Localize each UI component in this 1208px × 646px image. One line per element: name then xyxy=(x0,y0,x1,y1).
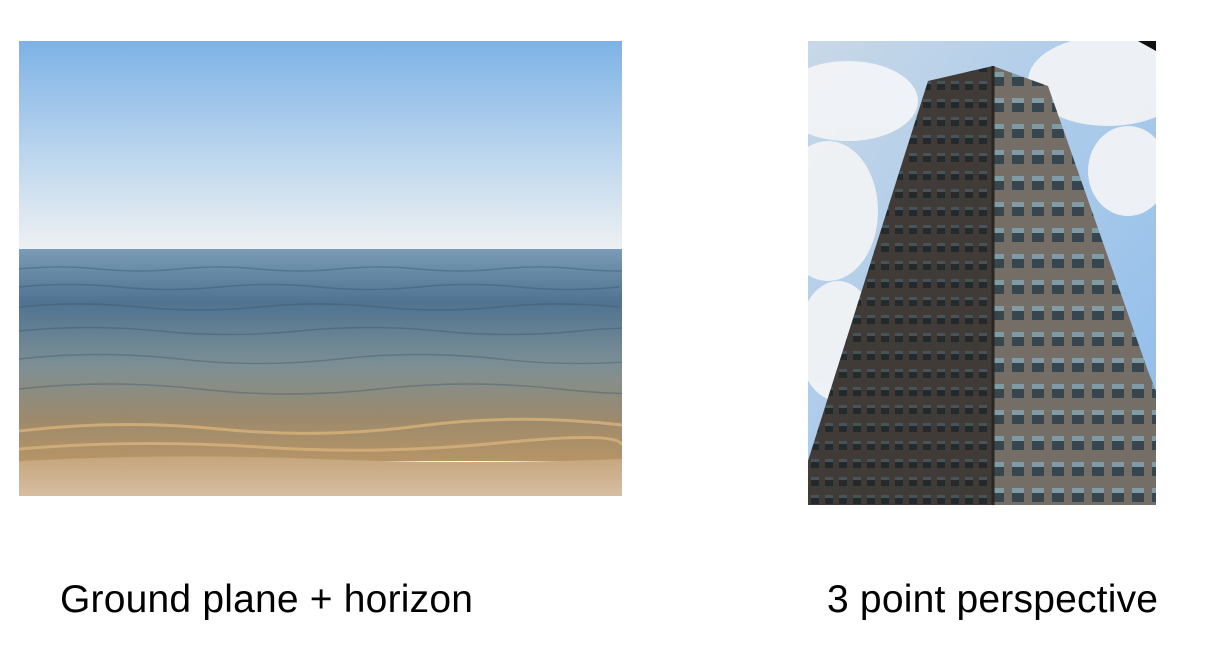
sand xyxy=(19,456,622,496)
caption-3-point-perspective: 3 point perspective xyxy=(827,578,1159,621)
building-left-face xyxy=(808,66,993,505)
caption-ground-plane: Ground plane + horizon xyxy=(60,578,474,621)
tower-photo xyxy=(808,41,1156,505)
sky xyxy=(19,41,622,249)
sea-horizon-photo xyxy=(19,41,622,496)
shore-foam xyxy=(19,417,622,452)
top-right-corner xyxy=(1138,41,1156,51)
wave-lines xyxy=(19,266,622,395)
building-right-face xyxy=(993,66,1156,505)
building-right-light xyxy=(993,66,1156,505)
building-left-shade xyxy=(808,66,993,505)
